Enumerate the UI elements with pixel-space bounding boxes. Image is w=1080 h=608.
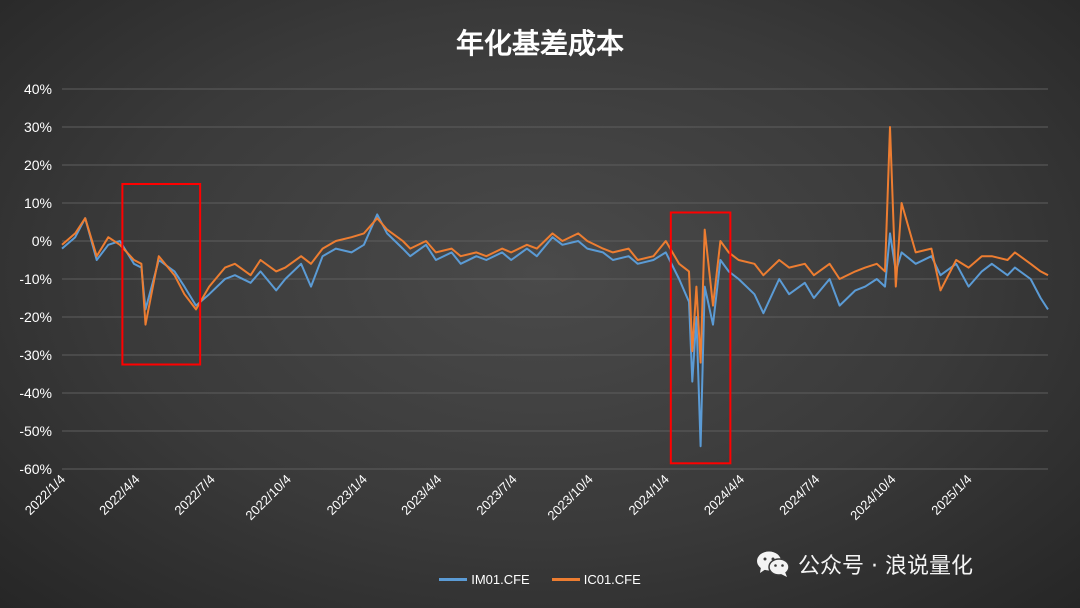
y-tick-label: -10%	[19, 271, 52, 287]
x-tick-label: 2023/7/4	[473, 472, 519, 518]
watermark-text: 公众号 · 浪说量化	[798, 554, 973, 579]
y-tick-label: -60%	[19, 461, 52, 477]
x-tick-label: 2025/1/4	[928, 472, 974, 518]
y-tick-label: -50%	[19, 423, 52, 439]
wechat-icon	[756, 550, 790, 578]
x-tick-label: 2024/10/4	[847, 472, 899, 524]
x-tick-label: 2022/10/4	[242, 472, 294, 524]
legend-label-im01: IM01.CFE	[471, 572, 530, 587]
series-line-0	[61, 213, 1049, 448]
x-tick-label: 2023/1/4	[324, 472, 370, 518]
legend: IM01.CFE IC01.CFE	[0, 572, 1080, 587]
x-tick-label: 2023/4/4	[398, 472, 444, 518]
series-lines	[61, 126, 1049, 448]
x-tick-label: 2024/7/4	[776, 472, 822, 518]
y-tick-label: 0%	[32, 233, 52, 249]
highlight-box-1	[669, 211, 732, 465]
x-tick-label: 2022/7/4	[171, 472, 217, 518]
y-tick-label: 20%	[24, 157, 52, 173]
y-tick-label: 40%	[24, 81, 52, 97]
legend-item-im01: IM01.CFE	[439, 572, 530, 587]
series-line-1	[61, 126, 1049, 364]
y-tick-label: -40%	[19, 385, 52, 401]
legend-swatch-im01	[439, 578, 468, 581]
y-tick-label: -30%	[19, 347, 52, 363]
y-tick-label: -20%	[19, 309, 52, 325]
x-tick-label: 2023/10/4	[544, 472, 596, 524]
x-tick-label: 2024/1/4	[626, 472, 672, 518]
x-tick-label: 2024/4/4	[701, 472, 747, 518]
legend-label-ic01: IC01.CFE	[583, 572, 641, 587]
y-axis-ticks: 40% 30% 20% 10% 0% -10% -20% -30% -40% -50% -60%	[19, 81, 52, 477]
chart-title: 年化基差成本	[455, 27, 624, 60]
x-tick-label: 2022/4/4	[96, 472, 142, 518]
x-tick-label: 2022/1/4	[22, 472, 68, 518]
legend-swatch-ic01	[551, 578, 580, 581]
highlight-boxes	[121, 183, 732, 465]
y-tick-label: 10%	[24, 195, 52, 211]
x-axis-ticks: 2022/1/4 2022/4/4 2022/7/4 2022/10/4 2023/1/…	[22, 472, 975, 524]
highlight-box-0	[121, 183, 202, 366]
legend-item-ic01: IC01.CFE	[551, 572, 641, 587]
y-tick-label: 30%	[24, 119, 52, 135]
gridlines	[62, 88, 1048, 470]
watermark: 公众号 · 浪说量化	[756, 548, 973, 580]
